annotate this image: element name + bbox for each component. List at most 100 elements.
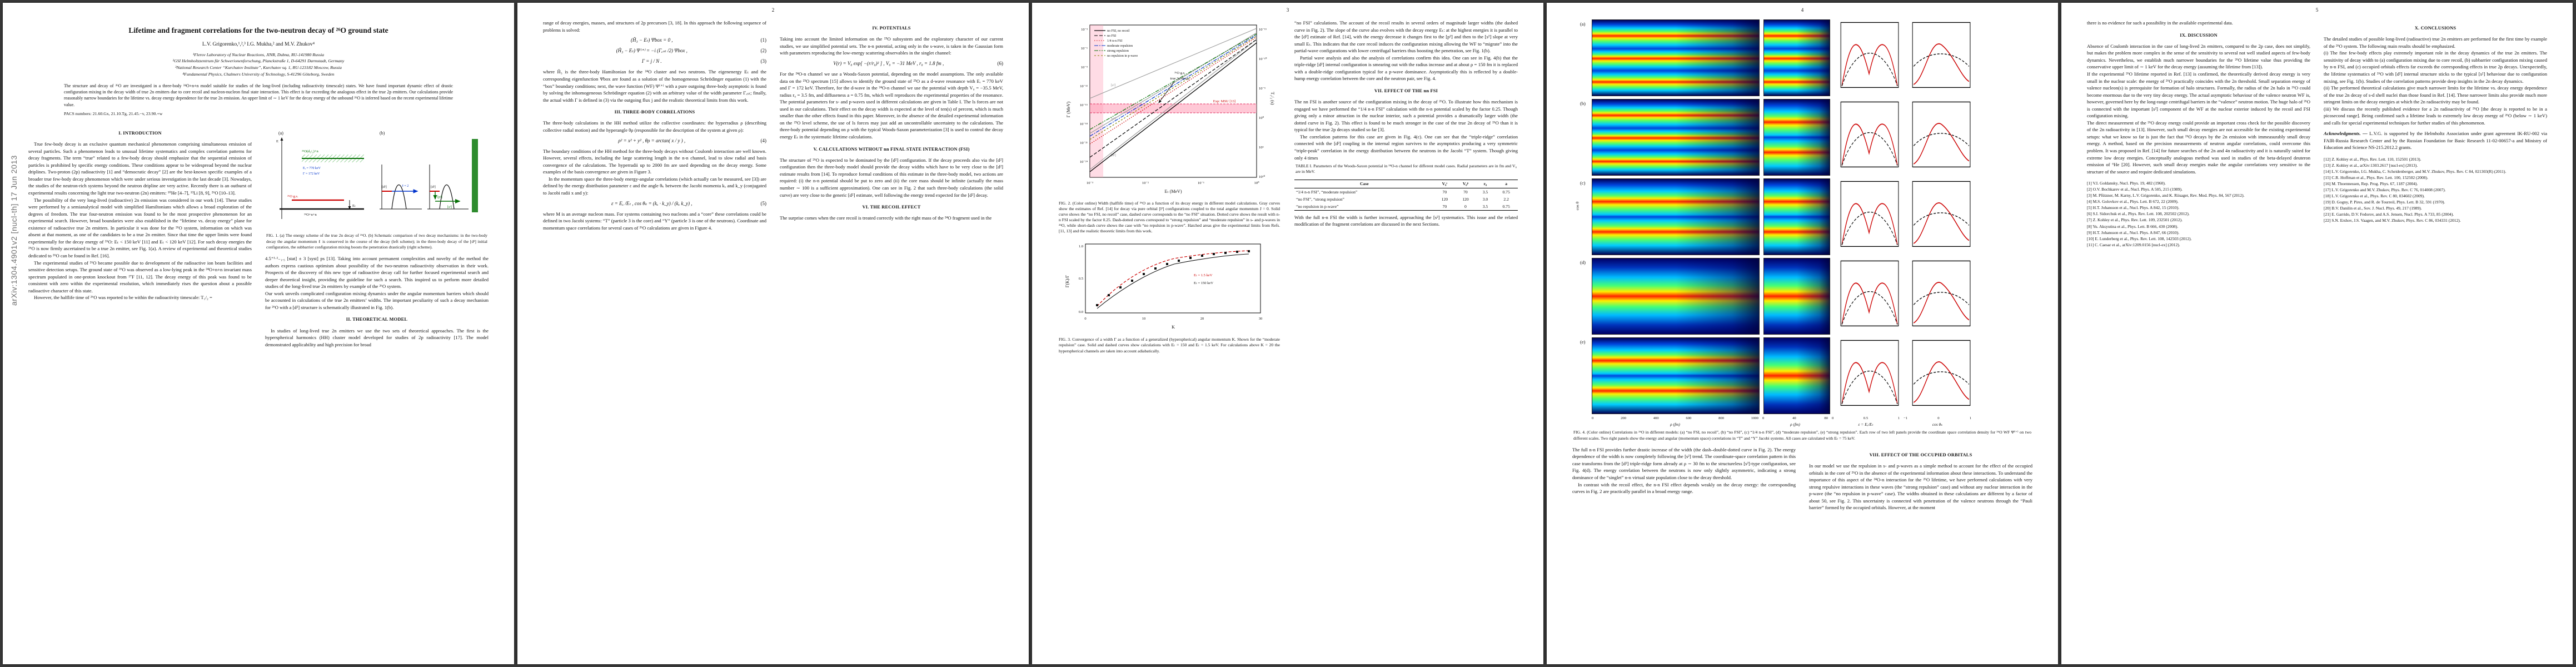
- svg-text:10⁻¹⁸: 10⁻¹⁸: [1080, 122, 1088, 126]
- section-heading-potentials: IV. POTENTIALS: [872, 26, 911, 31]
- affiliations: ¹Flerov Laboratory of Nuclear Reactions,…: [28, 52, 489, 78]
- fig4-energy-plot: [1834, 337, 1902, 413]
- page-5: 5 there is no evidence for such a possib…: [2061, 3, 2573, 664]
- model-paragraphs: In studies of long-lived true 2n emitter…: [265, 327, 489, 349]
- fig4-energy-plot: [1834, 19, 1902, 95]
- fig4-heatmap-zoom: [1763, 258, 1830, 335]
- fig4-energy-plot: [1834, 99, 1902, 175]
- reference-entry: [20] B.V. Danilin et al., Sov. J. Nucl. …: [2324, 206, 2422, 211]
- paragraph: (iii) We discuss the recently published …: [2324, 106, 2547, 126]
- paragraph: The experimental studies of ²⁶O became p…: [28, 260, 252, 293]
- paragraph: For the ²⁴O-n channel we use a Woods-Sax…: [780, 71, 1003, 140]
- section-heading-conclusions: X. CONCLUSIONS: [2414, 26, 2457, 31]
- page-number: 5: [2315, 7, 2319, 13]
- svg-text:20: 20: [1200, 317, 1204, 321]
- section-heading-recoil-effect: VI. THE RECOIL EFFECT: [862, 205, 921, 210]
- reference-entry: [17] L.V. Grigorenko and M.V. Zhukov, Ph…: [2324, 187, 2446, 193]
- tick-label: 0: [1937, 416, 1940, 420]
- equation-2: (Ĥ₃ − Eₜ) Ψ⁽⁺⁾ = −i (Γₑₛₜ /2) Ψbox , (2): [616, 48, 766, 54]
- fig1-p2-label: [p²]: [437, 196, 442, 199]
- svg-text:10⁰: 10⁰: [1259, 116, 1264, 120]
- fig1-d2-label-right: [d²]: [431, 186, 436, 189]
- fig1-er-label: Eᵣ = 770 keV: [303, 167, 321, 170]
- page-number: 4: [1801, 7, 1804, 13]
- fig4-row-letter: (b): [1580, 101, 1586, 106]
- fig4-heatmap-wide: [1592, 178, 1760, 255]
- reference-entry: [15] C.R. Hoffman et al., Phys. Rev. Let…: [2324, 175, 2428, 181]
- fig3-caption: FIG. 3. Convergence of a width Γ as a fu…: [1059, 337, 1280, 354]
- fig2-legend: no FSI, no recoil no FSI 1/4 n-n FSI mod…: [1094, 29, 1138, 58]
- fig2-exp-band-label: Exp: MSU [13]: [1213, 99, 1235, 103]
- reference-entry: [3] M. Pfützner, M. Karny, L.V. Grigoren…: [2087, 193, 2245, 198]
- table-row: “no FSI”, “strong repulsion” 120 120 3.0 2.2: [1296, 196, 1509, 202]
- svg-text:0.0: 0.0: [1079, 310, 1083, 314]
- authors-line: L.V. Grigorenko,¹,²,³ I.G. Mukha,² and M…: [202, 41, 315, 47]
- affiliation: ¹Flerov Laboratory of Nuclear Reactions,…: [192, 52, 325, 57]
- affiliation: ²GSI Helmholtzzentrum für Schwerionenfor…: [172, 58, 345, 64]
- svg-text:10⁻³: 10⁻³: [1081, 28, 1088, 32]
- paragraph: The possibility of the very long-lived (…: [28, 197, 252, 258]
- fig3-data-points: [1096, 250, 1250, 306]
- svg-text:10¹⁰: 10¹⁰: [1259, 175, 1265, 179]
- acknowledgments-text: L.V.G. is supported by the Helmholtz Ass…: [2324, 131, 2548, 151]
- fig3-y-axis-label: Γ(K)/Γ: [1065, 275, 1070, 287]
- fig2-s2-label: [s²]: [1111, 84, 1115, 87]
- fig4-row-letter: (c): [1580, 180, 1586, 186]
- fig1-gamma-label: Γ = 172 keV: [303, 172, 320, 176]
- fig2-x-axis-label: Eₜ (MeV): [1164, 189, 1182, 194]
- tick-label: 800: [1718, 416, 1724, 420]
- references-right: [12] Z. Kohley et al., Phys. Rev. Lett. …: [2324, 157, 2547, 224]
- tick-label: 80: [1824, 416, 1828, 420]
- references-left: [1] V.I. Goldansky, Nucl. Phys. 19, 482 …: [2087, 181, 2310, 248]
- fig2-plot: [s²] [p²] [d²] no FSI, no recoil: [1066, 24, 1275, 194]
- svg-text:10⁻¹²: 10⁻¹²: [1080, 84, 1088, 88]
- table-header-cell: r₀: [1483, 181, 1487, 187]
- paragraph: Partial wave analysis and also the analy…: [1294, 54, 1518, 82]
- paragraph: Absence of Coulomb interaction in the ca…: [2087, 43, 2310, 70]
- svg-text:10⁻¹⁵: 10⁻¹⁵: [1080, 103, 1088, 107]
- svg-text:no FSI: no FSI: [1107, 34, 1116, 38]
- svg-text:10⁻³: 10⁻³: [1087, 181, 1093, 185]
- paragraph: The detailed studies of possible long-li…: [2324, 36, 2547, 49]
- affiliation: ³National Research Center “Kurchatov Ins…: [175, 64, 342, 70]
- reference-entry: [19] D. Gogny, P. Pires, and R. de Tourr…: [2324, 200, 2445, 205]
- reference-entry: [13] Z. Kohley et al., arXiv:1303.2617 […: [2324, 163, 2418, 168]
- page-number: 2: [771, 7, 775, 13]
- paragraph: The nn FSI is another source of the conf…: [1294, 99, 1518, 133]
- fig2-annotation-2: true 2n decay: [1170, 77, 1190, 81]
- reference-entry: [22] S.N. Ershov, J.S. Vaagen, and M.V. …: [2324, 218, 2461, 223]
- paragraph: In our model we use the repulsion in s- …: [1809, 463, 2032, 511]
- svg-text:10⁻⁶: 10⁻⁶: [1081, 47, 1088, 51]
- fig4-row-d: (d): [1580, 258, 2032, 335]
- paragraph: where M is an average nucleon mass. For …: [543, 211, 766, 231]
- intro-continued: 4.5⁺¹·¹₋₁.₅ [stat] ± 3 [syst] ps [13]. T…: [265, 255, 489, 311]
- reference-entry: [2] O.V. Bochkarev et al., Nucl. Phys. A…: [2087, 187, 2183, 192]
- page-4: 4 cos θ (a): [1547, 3, 2058, 664]
- svg-text:10⁻²¹: 10⁻²¹: [1080, 141, 1088, 145]
- fig2-y-axis-label: Γ (MeV): [1066, 101, 1071, 117]
- svg-text:30: 30: [1259, 317, 1263, 321]
- reference-entry: [14] L.V. Grigorenko, I.G. Mukha, C. Sch…: [2324, 169, 2507, 175]
- reference-entry: [12] Z. Kohley et al., Phys. Rev. Lett. …: [2324, 157, 2421, 162]
- fig1-green-bar: [472, 138, 478, 212]
- paragraph: In contrast with the recoil effect, the …: [1572, 481, 1796, 495]
- svg-text:no FSI, no recoil: no FSI, no recoil: [1107, 29, 1130, 33]
- equation-6: V(r) = V₀ exp[ −(r/r₀)² ] , V₀ = −31 MeV…: [833, 60, 1003, 66]
- paragraph: If the experimental ²⁶O lifetime reporte…: [2087, 71, 2310, 119]
- fig2-y-right-ticks: 10⁻¹⁵ 10⁻¹⁰ 10⁻⁵ 10⁰ 10⁵ 10¹⁰: [1259, 28, 1267, 179]
- svg-text:0.5: 0.5: [1079, 277, 1083, 281]
- tick-label: 400: [1653, 416, 1659, 420]
- page2-right-column: IV. POTENTIALS Taking into account the l…: [780, 19, 1003, 231]
- fig1-energy-axis: E: [276, 140, 278, 143]
- fig2-energy-limit-band: [1090, 25, 1103, 177]
- fig1-label-a: (a): [278, 131, 283, 136]
- page4-right-column: VIII. EFFECT OF THE OCCUPIED ORBITALS In…: [1809, 446, 2032, 511]
- page2-left-column: range of decay energies, masses, and str…: [543, 19, 766, 231]
- reference-entry: [16] M. Thoennessen, Rep. Prog. Phys. 67…: [2324, 181, 2418, 187]
- table-row: “no repulsion in p-wave” 70 0 3.5 0.75: [1294, 203, 1518, 211]
- fig1-caption: FIG. 1. (a) The energy scheme of the tru…: [266, 233, 487, 250]
- reference-entry: [6] S.I. Sidorchuk et al., Phys. Rev. Le…: [2087, 211, 2190, 217]
- svg-text:strong repulsion: strong repulsion: [1107, 49, 1129, 53]
- svg-text:10⁻²: 10⁻²: [1142, 181, 1149, 185]
